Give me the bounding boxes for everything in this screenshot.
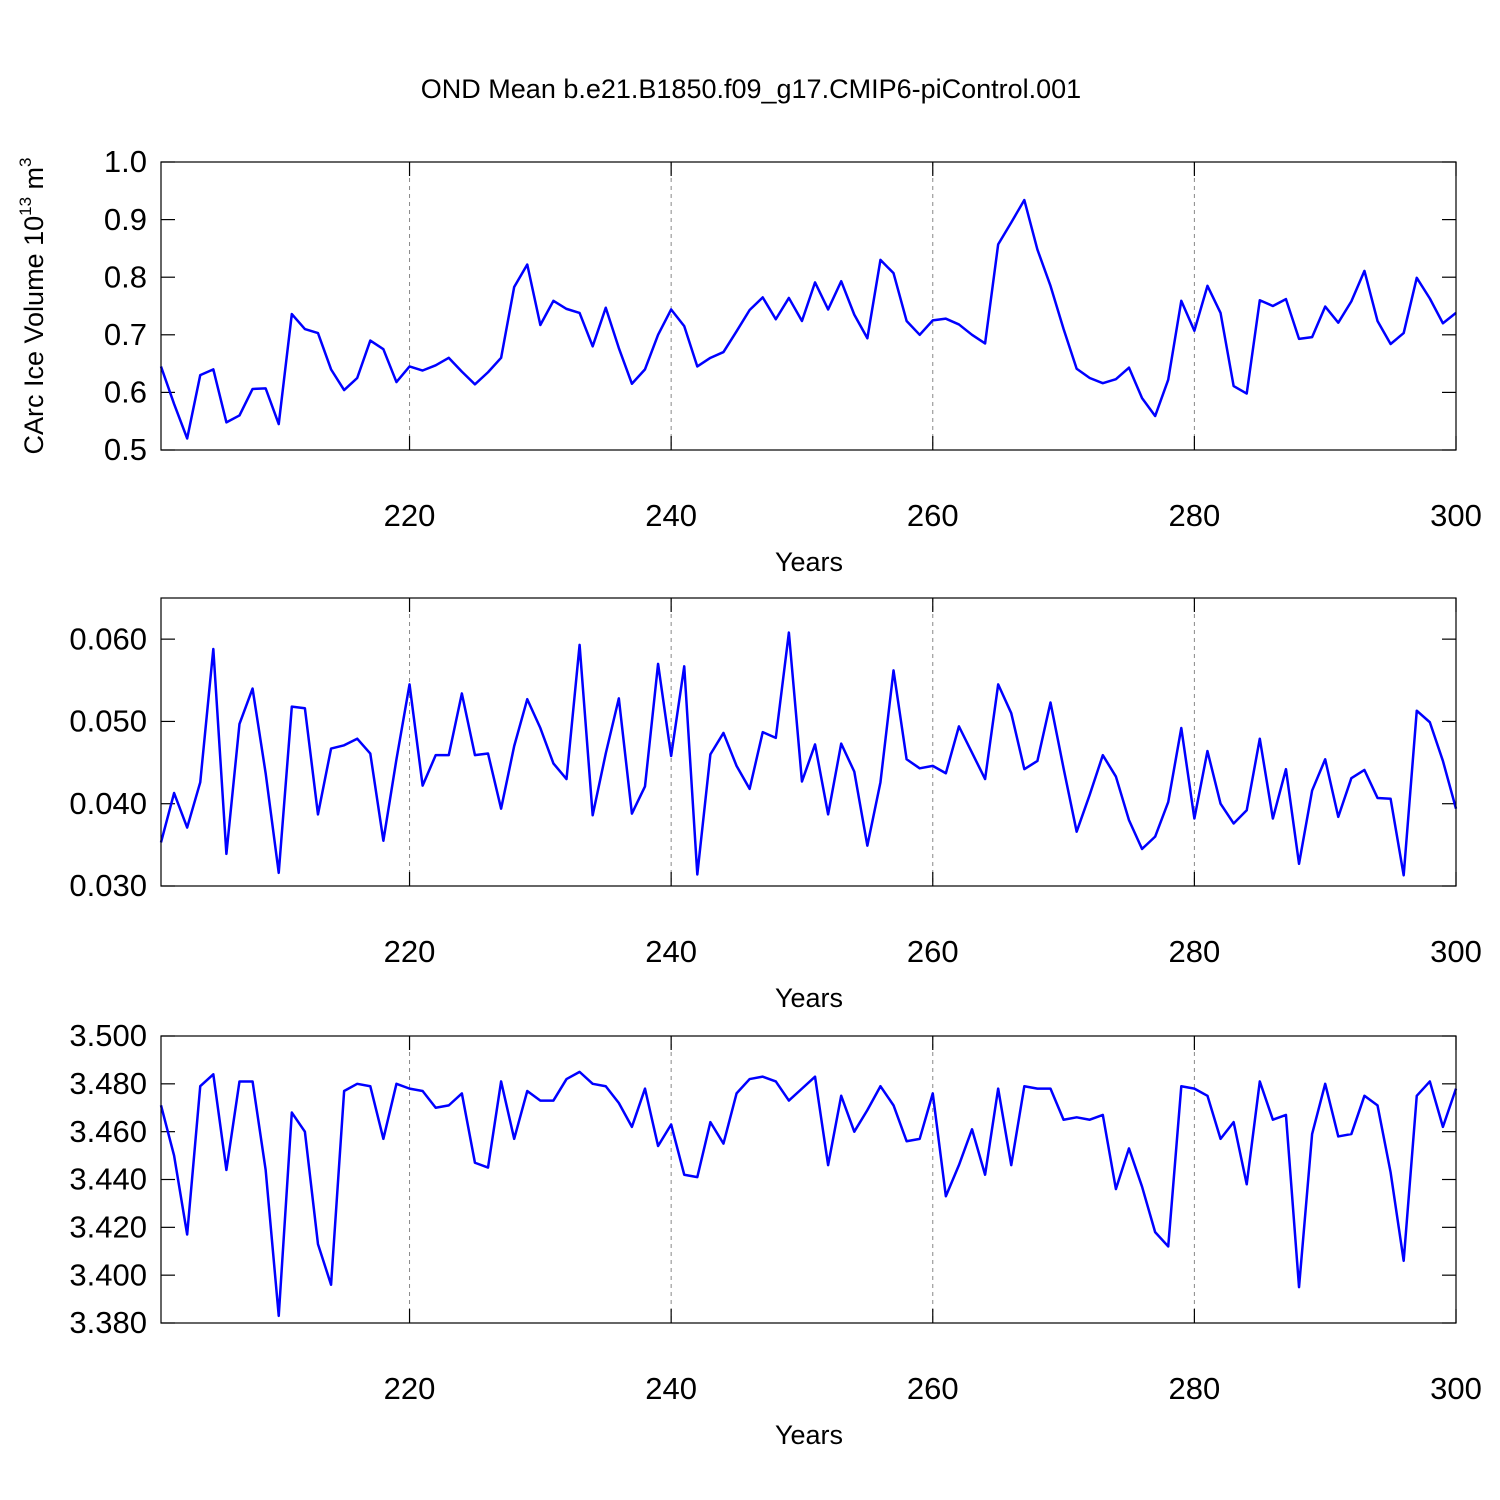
- x-tick-label: 300: [1430, 934, 1482, 969]
- y-tick-label: 0.040: [69, 786, 147, 821]
- y-tick-label: 0.060: [69, 621, 147, 656]
- y-tick-label: 3.480: [69, 1066, 147, 1101]
- x-tick-label: 260: [907, 498, 959, 533]
- label-text: CArc Ice Volume 10: [19, 216, 49, 455]
- x-tick-label: 300: [1430, 498, 1482, 533]
- y-tick-label: 0.5: [104, 432, 147, 467]
- y-tick-label: 3.440: [69, 1162, 147, 1197]
- x-tick-label: 220: [384, 1371, 436, 1406]
- x-tick-label: 300: [1430, 1371, 1482, 1406]
- x-axis-label: Years: [775, 983, 843, 1013]
- y-tick-label: 3.420: [69, 1210, 147, 1245]
- chart-title: OND Mean b.e21.B1850.f09_g17.CMIP6-piCon…: [421, 74, 1081, 104]
- y-tick-label: 0.6: [104, 375, 147, 410]
- plot-frame: [160, 1035, 1457, 1324]
- y-tick-label: 1.0: [104, 144, 147, 179]
- x-tick-label: 240: [645, 498, 697, 533]
- superscript: 3: [16, 157, 35, 166]
- y-tick-label: 0.050: [69, 704, 147, 739]
- y-tick-label: 3.460: [69, 1114, 147, 1149]
- x-tick-label: 240: [645, 934, 697, 969]
- x-tick-label: 260: [907, 934, 959, 969]
- plot-frame: [160, 597, 1457, 887]
- x-tick-label: 240: [645, 1371, 697, 1406]
- y-tick-label: 3.500: [69, 1018, 147, 1053]
- y-tick-label: 0.7: [104, 317, 147, 352]
- y-tick-label: 0.9: [104, 202, 147, 237]
- data-line: [159, 198, 1457, 440]
- plot-frame: [160, 161, 1457, 451]
- y-tick-label: 0.030: [69, 868, 147, 903]
- x-axis-label: Years: [775, 547, 843, 577]
- y-axis-label: CArc Ice Volume 1013 m3: [16, 157, 49, 454]
- x-tick-label: 260: [907, 1371, 959, 1406]
- data-line: [159, 631, 1458, 877]
- x-tick-label: 280: [1169, 934, 1221, 969]
- y-tick-label: 0.8: [104, 259, 147, 294]
- x-tick-label: 280: [1169, 498, 1221, 533]
- x-tick-label: 220: [384, 934, 436, 969]
- x-tick-label: 220: [384, 498, 436, 533]
- x-axis-label: Years: [775, 1420, 843, 1450]
- label-text: m: [19, 167, 49, 197]
- data-line: [159, 1070, 1458, 1318]
- x-tick-label: 280: [1169, 1371, 1221, 1406]
- y-tick-label: 3.400: [69, 1257, 147, 1292]
- y-tick-label: 3.380: [69, 1305, 147, 1340]
- superscript: 13: [16, 197, 35, 216]
